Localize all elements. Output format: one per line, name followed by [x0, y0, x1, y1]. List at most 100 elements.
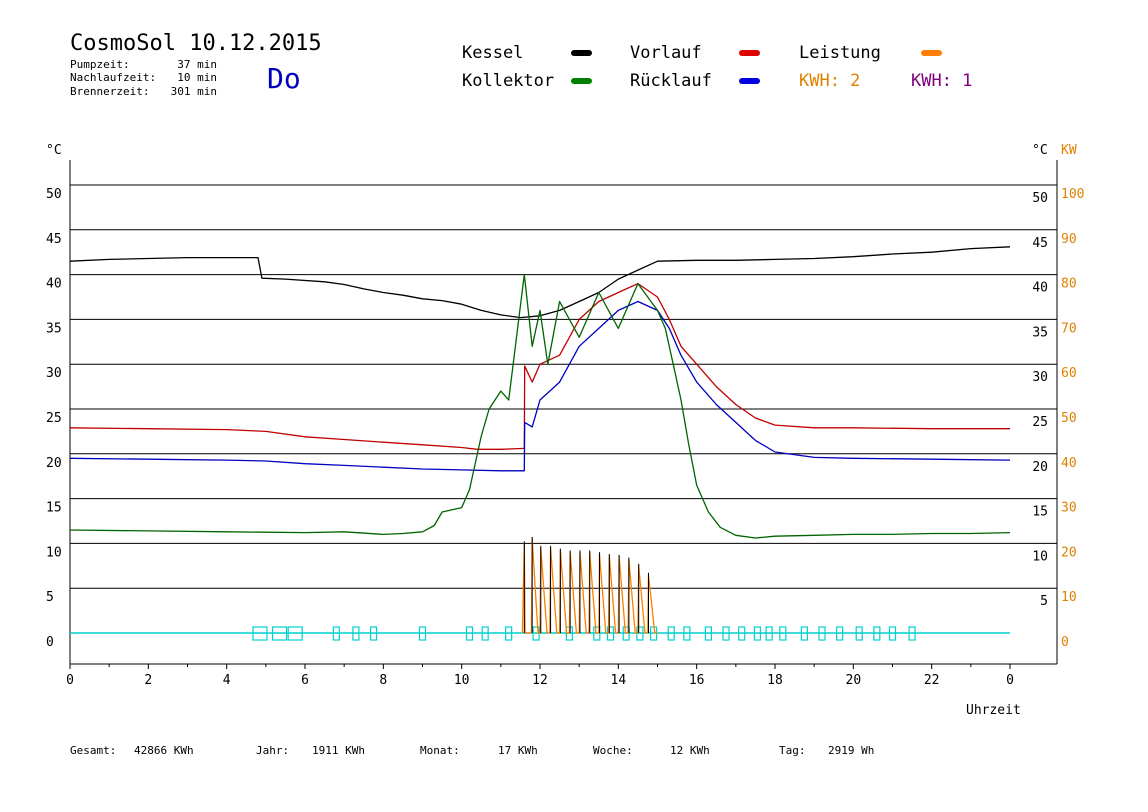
legend-vorlauf-label: Vorlauf	[630, 43, 702, 63]
y-tick-right-c-15: 15	[1032, 505, 1048, 520]
y-tick-right-c-50: 50	[1032, 191, 1048, 206]
y-tick-right-c-35: 35	[1032, 325, 1048, 340]
pump-marker	[352, 626, 360, 641]
y-tick-right-kw-0: 0	[1061, 635, 1069, 650]
y-tick-right-c-5: 5	[1040, 594, 1048, 609]
y-tick-left-50: 50	[46, 187, 62, 202]
y-tick-left-45: 45	[46, 232, 62, 247]
right-unit-label-kw: KW	[1061, 143, 1077, 158]
legend-kollektor-label: Kollektor	[462, 71, 554, 91]
monat-label: Monat:	[420, 744, 460, 757]
pump-marker	[667, 626, 675, 641]
y-tick-right-kw-30: 30	[1061, 501, 1077, 516]
y-tick-right-kw-40: 40	[1061, 456, 1077, 471]
chart-title: CosmoSol 10.12.2015	[70, 31, 322, 56]
pump-marker	[908, 626, 916, 641]
y-tick-left-5: 5	[46, 590, 54, 605]
grid	[70, 184, 1057, 589]
y-tick-right-kw-20: 20	[1061, 545, 1077, 560]
y-tick-left-40: 40	[46, 277, 62, 292]
pump-marker	[622, 626, 630, 641]
pump-marker	[722, 626, 730, 641]
monat-value: 17 KWh	[498, 744, 538, 757]
pump-marker	[252, 626, 268, 641]
pump-marker	[287, 626, 303, 641]
series-vorlauf	[69, 282, 1010, 450]
x-tick-7: 14	[611, 673, 627, 688]
pump-marker	[465, 626, 474, 641]
legend-ruecklauf-label: Rücklauf	[630, 71, 712, 91]
pump-marker	[818, 626, 826, 641]
x-tick-10: 20	[846, 673, 862, 688]
pump-marker	[855, 626, 863, 641]
y-tick-left-0: 0	[46, 635, 54, 650]
woche-label: Woche:	[593, 744, 633, 757]
y-tick-right-kw-80: 80	[1061, 277, 1077, 292]
pump-marker	[505, 626, 513, 641]
pump-marker	[753, 626, 761, 641]
pump-marker	[704, 626, 713, 641]
pump-marker	[369, 626, 378, 641]
pump-marker	[873, 626, 881, 641]
jahr-value: 1911 KWh	[312, 744, 365, 757]
y-tick-right-kw-10: 10	[1061, 590, 1077, 605]
x-tick-4: 8	[379, 673, 387, 688]
pump-marker	[779, 626, 787, 641]
y-tick-left-15: 15	[46, 501, 62, 516]
pump-marker	[271, 626, 288, 641]
brennerzeit-label: Brennerzeit:	[70, 85, 149, 98]
legend: Kessel Vorlauf Leistung Kollektor Rückla…	[462, 43, 972, 91]
x-tick-0: 0	[66, 673, 74, 688]
pump-marker	[332, 626, 340, 641]
y-tick-left-10: 10	[46, 545, 62, 560]
woche-value: 12 KWh	[670, 744, 710, 757]
kwh-2-label: KWH: 2	[799, 71, 860, 91]
x-tick-12: 0	[1006, 673, 1014, 688]
y-tick-left-35: 35	[46, 321, 62, 336]
x-tick-11: 22	[924, 673, 940, 688]
left-unit-label: °C	[46, 143, 62, 158]
pump-marker	[765, 626, 773, 641]
x-tick-5: 10	[454, 673, 470, 688]
pump-marker	[683, 626, 691, 641]
legend-kessel-label: Kessel	[462, 43, 523, 63]
kwh-1-label: KWH: 1	[911, 71, 972, 91]
brennerzeit-value: 301 min	[171, 85, 217, 98]
pump-marker	[593, 626, 601, 641]
series-kessel	[69, 246, 1011, 319]
pump-marker	[481, 626, 489, 641]
tag-value: 2919 Wh	[828, 744, 874, 757]
x-tick-6: 12	[532, 673, 548, 688]
jahr-label: Jahr:	[256, 744, 289, 757]
pump-marker	[836, 626, 844, 641]
y-tick-right-c-20: 20	[1032, 460, 1048, 475]
y-tick-right-kw-100: 100	[1061, 187, 1084, 202]
y-tick-right-kw-60: 60	[1061, 366, 1077, 381]
x-axis-label: Uhrzeit	[966, 703, 1021, 718]
pump-marker	[418, 626, 427, 641]
pump-marker	[800, 626, 808, 641]
y-tick-left-25: 25	[46, 411, 62, 426]
pumpzeit-value: 37 min	[177, 58, 217, 71]
weekday-label: Do	[267, 62, 301, 95]
y-tick-labels: 0 5 10 15 20 25 30 35 40 45 50 5 10 15 20 25 30 35 40 45 50 0…	[46, 187, 1084, 650]
series-kollektor	[69, 273, 1011, 539]
legend-leistung-label: Leistung	[799, 43, 881, 63]
y-tick-right-kw-70: 70	[1061, 321, 1077, 336]
y-tick-left-30: 30	[46, 366, 62, 381]
pump-marker	[888, 626, 897, 641]
y-tick-right-c-40: 40	[1032, 281, 1048, 296]
gesamt-label: Gesamt:	[70, 744, 116, 757]
y-tick-right-kw-50: 50	[1061, 411, 1077, 426]
gesamt-value: 42866 KWh	[134, 744, 194, 757]
x-tick-8: 16	[689, 673, 705, 688]
pump-marker	[738, 626, 746, 641]
nachlaufzeit-value: 10 min	[177, 71, 217, 84]
y-tick-right-c-10: 10	[1032, 549, 1048, 564]
nachlaufzeit-label: Nachlaufzeit:	[70, 71, 156, 84]
x-tick-2: 4	[223, 673, 231, 688]
tag-label: Tag:	[779, 744, 806, 757]
y-tick-right-c-45: 45	[1032, 236, 1048, 251]
y-tick-left-20: 20	[46, 456, 62, 471]
